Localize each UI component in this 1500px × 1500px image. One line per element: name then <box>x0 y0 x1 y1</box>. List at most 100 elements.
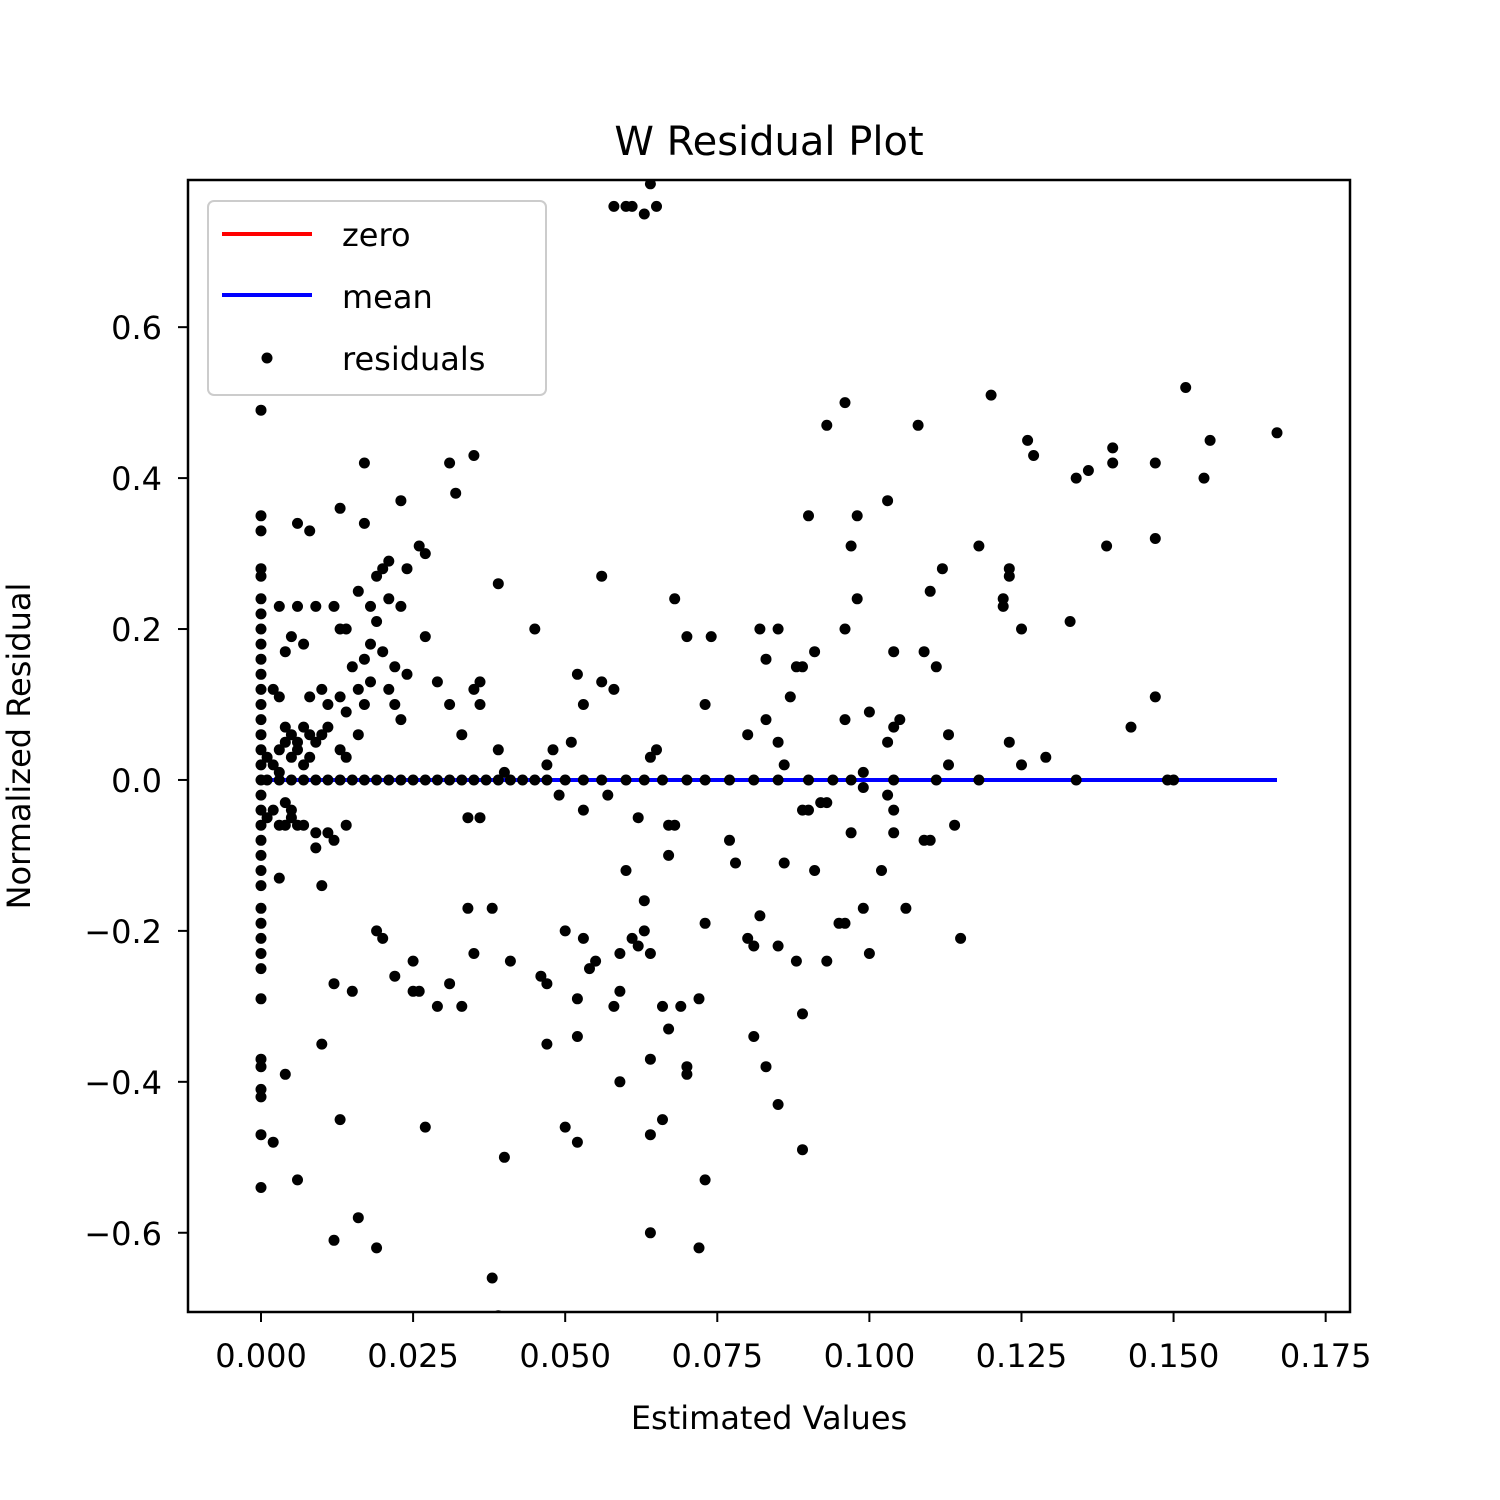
residual-point <box>346 985 358 997</box>
residual-point <box>395 600 407 612</box>
residual-point <box>1204 434 1216 446</box>
residual-point <box>389 970 401 982</box>
residual-point <box>316 1038 328 1050</box>
residual-point <box>255 849 267 861</box>
residual-point <box>267 683 279 695</box>
residual-point <box>255 683 267 695</box>
residual-point <box>644 1053 656 1065</box>
residual-point <box>699 774 711 786</box>
legend-residuals-label: residuals <box>342 340 485 378</box>
residual-point <box>255 932 267 944</box>
residual-point <box>358 653 370 665</box>
residual-point <box>669 593 681 605</box>
residual-point <box>839 917 851 929</box>
residual-point <box>772 1099 784 1110</box>
residual-point <box>1003 570 1015 582</box>
residual-point <box>888 804 900 816</box>
residual-point <box>681 1061 693 1073</box>
residual-point <box>468 683 480 695</box>
x-tick-label: 0.000 <box>215 1337 307 1375</box>
residual-point <box>1149 691 1161 703</box>
residual-point <box>492 774 504 786</box>
residual-point <box>304 691 316 703</box>
residual-point <box>863 948 875 959</box>
residual-point <box>882 736 894 748</box>
y-tick-label: 0.0 <box>111 762 162 800</box>
residual-point <box>657 774 668 786</box>
residual-point <box>504 774 516 786</box>
residual-point <box>358 517 370 529</box>
residual-point <box>1101 540 1113 552</box>
residual-point <box>292 517 303 529</box>
residual-point <box>316 880 328 892</box>
y-tick-label: 0.4 <box>111 460 162 498</box>
residual-point <box>614 985 626 997</box>
residual-point <box>285 751 297 763</box>
residual-point <box>255 510 267 522</box>
residual-point <box>839 397 851 409</box>
residual-point <box>261 774 273 786</box>
residual-point <box>693 993 705 1005</box>
residual-point <box>565 736 577 748</box>
residual-point <box>431 774 443 786</box>
residual-point <box>255 1061 267 1073</box>
residual-point <box>663 849 675 861</box>
residual-point <box>486 902 498 914</box>
residual-point <box>681 774 693 786</box>
residual-point <box>912 419 924 431</box>
residual-point <box>371 570 383 582</box>
residual-point <box>797 1008 808 1020</box>
residual-point <box>456 1000 468 1012</box>
residual-point <box>328 1234 340 1246</box>
residual-point <box>803 510 814 522</box>
residual-point <box>334 774 346 786</box>
residual-point <box>395 774 407 786</box>
y-tick-label: −0.6 <box>84 1215 162 1253</box>
residual-point <box>267 804 279 816</box>
residual-point <box>401 668 413 680</box>
residual-point <box>492 578 504 590</box>
residual-point <box>456 774 468 786</box>
residual-point <box>401 563 413 575</box>
residual-point <box>334 1114 346 1126</box>
residual-point <box>298 774 310 786</box>
residual-point <box>644 1227 656 1239</box>
residual-point <box>608 200 620 212</box>
residual-point <box>596 570 608 582</box>
residual-point <box>298 638 310 650</box>
residual-point <box>292 1174 303 1186</box>
residual-point <box>1064 616 1076 627</box>
residual-point <box>1107 442 1119 454</box>
residual-point <box>936 563 948 575</box>
residual-point <box>334 691 346 703</box>
residual-point <box>803 774 814 786</box>
residual-point <box>255 789 267 801</box>
residual-point <box>255 865 267 876</box>
residual-point <box>1016 623 1027 635</box>
residual-point <box>371 925 383 937</box>
residual-point <box>657 1114 668 1126</box>
chart-title: W Residual Plot <box>614 119 923 165</box>
residual-point <box>298 721 310 733</box>
residual-point <box>383 593 395 605</box>
residual-point <box>352 1212 364 1224</box>
residual-point <box>754 623 766 635</box>
residual-point <box>340 819 352 831</box>
residual-point <box>255 668 267 680</box>
residual-point <box>255 653 267 665</box>
residual-point <box>845 774 857 786</box>
residual-point <box>328 978 340 990</box>
residual-point <box>255 593 267 605</box>
residual-point <box>571 993 583 1005</box>
residual-point <box>352 683 364 695</box>
residual-point <box>900 902 912 914</box>
residual-point <box>407 774 419 786</box>
residual-point <box>894 714 906 726</box>
residual-point <box>632 940 644 952</box>
residual-point <box>559 925 571 937</box>
residual-point <box>857 782 869 793</box>
residual-point <box>1040 751 1052 763</box>
residual-point <box>273 691 285 703</box>
residual-point <box>383 774 395 786</box>
residual-point <box>1271 427 1283 439</box>
